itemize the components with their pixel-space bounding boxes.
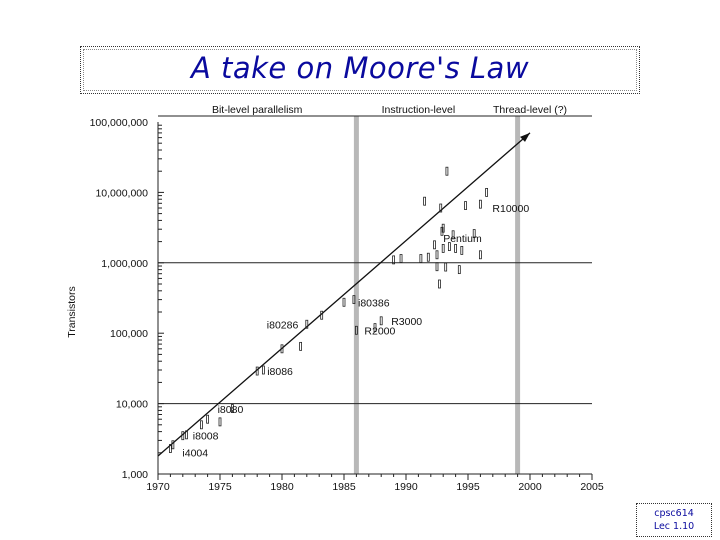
era-label-2: Thread-level (?) [493,104,567,116]
data-point-i4004 [168,444,172,453]
data-point [478,250,482,260]
data-point-R3000 [379,316,383,326]
data-point [399,254,403,263]
x-tick-label: 1975 [208,481,232,493]
data-point [441,244,445,253]
data-point-i8008 [181,431,185,441]
data-point [320,310,324,320]
era-label-0: Bit-level parallelism [212,104,303,116]
y-tick-label: 1,000,000 [101,258,148,270]
y-tick-label: 10,000,000 [95,187,148,199]
slide-footer: cpsc614 Lec 1.10 [636,503,712,537]
x-tick-label: 1995 [456,481,480,493]
y-tick-label: 1,000 [122,469,148,481]
data-point [218,417,222,427]
trend-line [157,132,531,457]
point-label-i80386: i80386 [358,297,390,309]
data-point [171,440,175,450]
trend-arrow [520,132,530,142]
data-point [435,250,439,260]
data-point [185,430,188,440]
lecture-number: Lec 1.10 [653,521,695,532]
data-point [392,255,396,265]
data-point [445,166,449,176]
data-point [447,242,451,251]
data-point [423,196,427,206]
data-point [230,404,234,413]
data-point [435,262,439,272]
data-point [464,201,467,210]
data-point [451,230,455,240]
y-tick-label: 10,000 [116,399,148,411]
data-point [438,279,441,289]
data-point-i80286 [305,319,309,329]
data-point [199,420,203,430]
data-point [426,252,430,262]
data-point [419,254,423,263]
point-label-i8008: i8008 [193,431,219,443]
point-label-i80286: i80286 [267,319,299,331]
data-point-R10000 [478,199,482,209]
data-point [460,246,464,255]
data-point [485,187,489,197]
data-point-i80386 [342,297,346,307]
data-point [261,365,265,375]
data-point [352,295,356,305]
point-label-R2000: R2000 [364,325,395,337]
data-point-Pentium [441,223,445,233]
data-point [433,240,436,250]
era-divider-0 [353,116,359,474]
x-tick-label: 2000 [518,481,542,493]
data-point-R2000 [354,325,358,335]
era-divider-1 [515,116,521,474]
x-tick-label: 1970 [146,481,170,493]
y-axis-label: Transistors [66,286,78,338]
point-label-i8080: i8080 [218,404,244,416]
point-label-R10000: R10000 [492,203,529,215]
course-code: cpsc614 [654,508,694,519]
y-tick-label: 100,000,000 [90,117,149,129]
y-tick-label: 100,000 [110,328,148,340]
data-point [373,323,377,333]
x-tick-label: 1990 [394,481,418,493]
data-point [280,344,284,354]
data-point-i8080 [206,414,210,424]
x-tick-label: 1985 [332,481,356,493]
data-point [454,244,458,253]
data-point [299,341,303,351]
point-label-Pentium: Pentium [443,233,482,245]
point-label-i4004: i4004 [182,448,208,460]
data-point [439,203,443,213]
title-box: A take on Moore's Law [80,46,640,94]
data-point [444,262,448,272]
data-point [472,229,476,238]
x-tick-label: 1980 [270,481,294,493]
point-label-i8086: i8086 [267,366,293,378]
point-label-R3000: R3000 [391,316,422,328]
slide-title: A take on Moore's Law [190,51,530,85]
era-label-1: Instruction-level [382,104,456,116]
x-tick-label: 2005 [580,481,604,493]
data-point-i8086 [255,366,259,376]
data-point [457,265,461,275]
